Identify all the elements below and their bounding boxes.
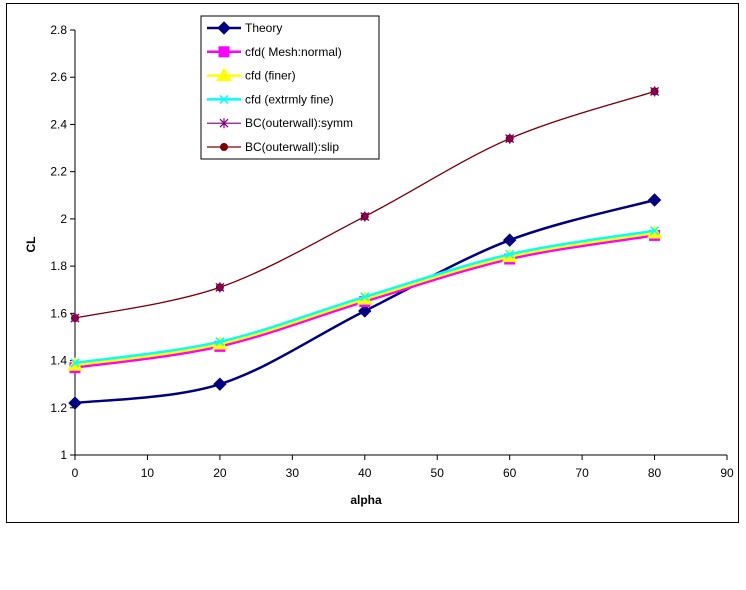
legend-marker [216,67,232,82]
x-tick-label: 10 [141,466,155,480]
data-point [215,337,225,347]
data-point [647,193,662,207]
x-axis-title: alpha [350,493,382,507]
x-tick-label: 90 [720,466,734,480]
legend-label: BC(outerwall):slip [245,140,339,154]
y-tick-label: 1 [60,448,67,462]
legend-entry: BC(outerwall):symm [207,116,353,130]
y-tick-label: 1.2 [50,401,67,415]
legend-entry: cfd( Mesh:normal) [207,45,342,59]
data-point [360,292,370,302]
data-point [505,133,515,144]
data-point [358,304,372,318]
legend-marker [217,21,231,35]
x-tick-label: 70 [575,466,589,480]
legend-label: Theory [245,21,282,35]
legend-label: cfd (finer) [245,69,296,83]
data-point [650,86,659,97]
legend-marker [219,118,229,129]
series-3 [70,226,660,368]
data-point [70,358,80,368]
y-axis-title: CL [24,237,38,253]
series-4-markers-overlay [70,86,659,324]
x-tick-label: 80 [648,466,662,480]
data-point [505,249,515,259]
data-point [650,226,660,236]
plot-area [67,86,663,410]
legend-marker [220,143,228,151]
data-point [70,313,80,324]
data-point [213,377,227,391]
x-tick-label: 30 [286,466,300,480]
axes: 1 1.2 1.4 1.6 1.8 2 2.2 2.4 2.6 2.8 0 10 20 30 40 50 60 7… [24,23,734,507]
x-tick-label: 40 [358,466,372,480]
legend-entry: cfd (finer) [207,67,296,83]
y-tick-label: 1.4 [50,354,67,368]
x-tick-label: 50 [431,466,445,480]
x-tick-label: 60 [503,466,517,480]
legend-entry: cfd (extrmly fine) [207,92,334,106]
legend-box [200,15,380,160]
y-tick-label: 1.6 [50,306,67,320]
data-point [215,282,225,293]
y-tick-label: 2.2 [50,165,67,179]
y-tick-label: 1.8 [50,259,67,273]
x-tick-label: 0 [72,466,79,480]
y-tick-label: 2.8 [50,23,67,37]
legend: Theory cfd( Mesh:normal) cfd (finer) cfd (e… [200,15,380,160]
data-point [68,396,82,410]
legend-label: BC(outerwall):symm [245,116,353,130]
legend-entry: Theory [207,21,282,35]
legend-entry: BC(outerwall):slip [207,140,339,154]
y-tick-label: 2.6 [50,70,67,84]
y-tick-label: 2 [60,212,67,226]
x-tick-label: 20 [213,466,227,480]
legend-marker [218,46,230,58]
legend-label: cfd( Mesh:normal) [245,45,342,59]
data-point [360,211,370,222]
legend-marker [219,94,229,104]
data-point [502,233,517,247]
y-tick-label: 2.4 [50,117,67,131]
legend-label: cfd (extrmly fine) [245,92,334,106]
series-0 [68,193,662,410]
